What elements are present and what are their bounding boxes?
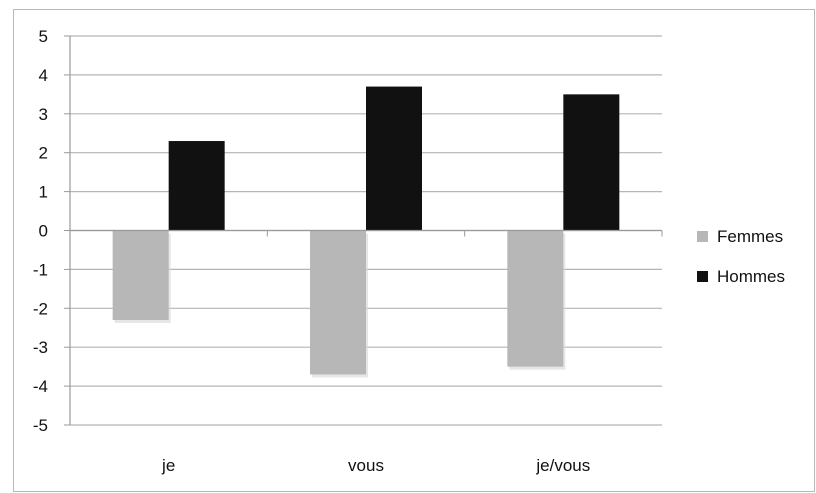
legend: Femmes Hommes [697,227,785,286]
x-axis-ticks [69,230,663,237]
bar-hommes [366,86,422,231]
x-category-label: je [161,456,175,475]
y-tick-label: -5 [33,416,48,435]
y-tick-label: 2 [39,144,48,163]
bar-femmes [310,230,366,375]
x-category-label: je/vous [535,456,590,475]
y-tick-label: 0 [39,222,48,241]
x-axis-category-labels: je vous je/vous [161,456,590,475]
y-tick-label: -2 [33,299,48,318]
y-tick-label: -1 [33,260,48,279]
bar-femmes [112,230,169,320]
legend-label-hommes: Hommes [717,267,785,286]
legend-swatch-hommes [697,271,708,282]
x-category-label: vous [348,456,384,475]
legend-swatch-femmes [697,231,708,242]
y-tick-label: -3 [33,338,48,357]
y-tick-label: 1 [39,183,48,202]
bar-hommes [168,141,225,231]
bar-hommes [563,94,620,231]
y-tick-label: -4 [33,377,48,396]
legend-label-femmes: Femmes [717,227,783,246]
y-tick-label: 3 [39,105,48,124]
y-tick-label: 4 [39,66,48,85]
y-axis-tick-labels: 5 4 3 2 1 0 -1 -2 -3 -4 -5 [33,27,48,435]
bar-femmes [507,230,564,367]
bars [112,86,620,378]
y-tick-label: 5 [39,27,48,46]
